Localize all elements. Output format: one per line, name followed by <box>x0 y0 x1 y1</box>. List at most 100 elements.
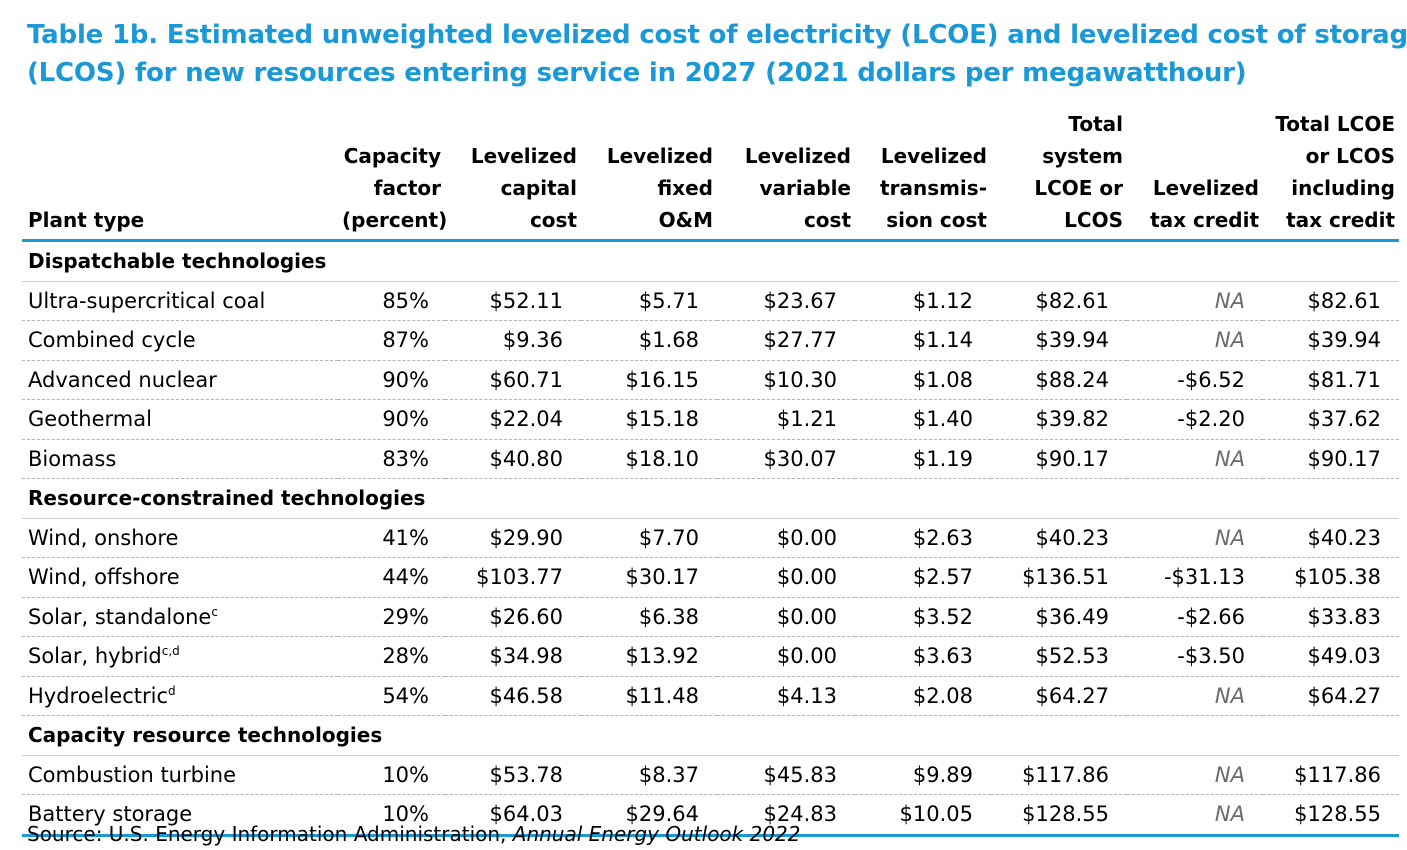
plant-type-name: Wind, offshore <box>28 565 180 590</box>
value-cell: 44% <box>338 557 445 598</box>
source-note: Source: U.S. Energy Information Administ… <box>27 820 801 848</box>
value-cell: $22.04 <box>445 399 581 440</box>
source-prefix: Source: U.S. Energy Information Administ… <box>27 822 513 846</box>
value-cell: $82.61 <box>991 281 1127 321</box>
table-row: Combined cycle 87% $9.36 $1.68 $27.77 $1.14 $3… <box>22 320 1399 361</box>
column-header-line: tax credit <box>1150 208 1259 232</box>
group-label: Resource-constrained technologies <box>22 478 1399 519</box>
plant-type-cell: Battery storage <box>22 794 338 837</box>
value-cell: $1.40 <box>855 399 991 440</box>
table-title-line-2: (LCOS) for new resources entering servic… <box>27 58 1247 88</box>
plant-type-name: Ultra-supercritical coal <box>28 288 266 313</box>
value-cell: $39.94 <box>991 320 1127 361</box>
value-cell: $40.23 <box>991 518 1127 558</box>
column-header-line: cost <box>803 208 851 232</box>
group-header-row: Resource-constrained technologies <box>22 478 1399 519</box>
value-cell: $9.36 <box>445 320 581 361</box>
value-cell: $40.23 <box>1263 518 1399 558</box>
table-row: Advanced nuclear 90% $60.71 $16.15 $10.30 $1.… <box>22 360 1399 400</box>
value-cell: $3.52 <box>855 597 991 637</box>
value-cell: NA <box>1127 676 1263 716</box>
value-cell: $2.63 <box>855 518 991 558</box>
value-cell: -$31.13 <box>1127 557 1263 598</box>
value-cell: $2.08 <box>855 676 991 716</box>
plant-type-name: Combined cycle <box>28 328 196 353</box>
value-cell: $13.92 <box>581 636 717 677</box>
column-header-line: or LCOS <box>1305 144 1395 168</box>
value-cell: $5.71 <box>581 281 717 321</box>
plant-type-cell: Geothermal <box>22 399 338 440</box>
column-header: Levelized capital cost <box>445 108 581 242</box>
value-cell: 10% <box>338 794 445 837</box>
value-cell: $4.13 <box>717 676 855 716</box>
value-cell: NA <box>1127 281 1263 321</box>
value-cell: $128.55 <box>991 794 1127 837</box>
plant-type-name: Hydroelectric <box>28 683 169 708</box>
footnote-marker: c <box>211 604 218 619</box>
column-header-line: O&M <box>658 208 713 232</box>
value-cell: $18.10 <box>581 439 717 479</box>
value-cell: $24.83 <box>717 794 855 837</box>
column-header-line: Plant type <box>28 208 145 232</box>
value-cell: $53.78 <box>445 755 581 795</box>
value-cell: $15.18 <box>581 399 717 440</box>
group-header-row: Capacity resource technologies <box>22 715 1399 756</box>
column-header-line: LCOE or <box>1034 176 1123 200</box>
group-label: Capacity resource technologies <box>22 715 1399 756</box>
column-header: Levelized fixed O&M <box>581 108 717 242</box>
source-publication: Annual Energy Outlook 2022 <box>512 822 801 846</box>
value-cell: $0.00 <box>717 518 855 558</box>
value-cell: NA <box>1127 755 1263 795</box>
value-cell: $88.24 <box>991 360 1127 400</box>
column-header-line: Levelized <box>606 144 713 168</box>
value-cell: $30.07 <box>717 439 855 479</box>
table-row: Biomass 83% $40.80 $18.10 $30.07 $1.19 $90.17 N… <box>22 439 1399 479</box>
table-header-row: Plant type Capacity factor (percent) Leveliz… <box>22 108 1399 242</box>
table-row: Solar, standalonec 29% $26.60 $6.38 $0.00 $3.… <box>22 597 1399 637</box>
value-cell: $27.77 <box>717 320 855 361</box>
value-cell: $82.61 <box>1263 281 1399 321</box>
value-cell: $8.37 <box>581 755 717 795</box>
column-header-line: Total LCOE <box>1275 112 1395 136</box>
table-row: Wind, offshore 44% $103.77 $30.17 $0.00 $2.57… <box>22 557 1399 598</box>
value-cell: 83% <box>338 439 445 479</box>
value-cell: $36.49 <box>991 597 1127 637</box>
value-cell: 90% <box>338 360 445 400</box>
value-cell: $103.77 <box>445 557 581 598</box>
column-header-line: tax credit <box>1286 208 1395 232</box>
column-header: Levelized transmis-sion cost <box>855 108 991 242</box>
value-cell: $3.63 <box>855 636 991 677</box>
group-header-row: Dispatchable technologies <box>22 240 1399 282</box>
table-row: Geothermal 90% $22.04 $15.18 $1.21 $1.40 $39.8… <box>22 399 1399 440</box>
column-header-line: Levelized <box>1152 176 1259 200</box>
value-cell: $10.30 <box>717 360 855 400</box>
plant-type-name: Battery storage <box>28 802 193 827</box>
table-row: Hydroelectricd 54% $46.58 $11.48 $4.13 $2.08 $… <box>22 676 1399 716</box>
value-cell: $60.71 <box>445 360 581 400</box>
value-cell: $39.82 <box>991 399 1127 440</box>
value-cell: $34.98 <box>445 636 581 677</box>
value-cell: $23.67 <box>717 281 855 321</box>
value-cell: $1.19 <box>855 439 991 479</box>
column-header: Levelized variable cost <box>717 108 855 242</box>
value-cell: $2.57 <box>855 557 991 598</box>
value-cell: $11.48 <box>581 676 717 716</box>
value-cell: $136.51 <box>991 557 1127 598</box>
value-cell: $39.94 <box>1263 320 1399 361</box>
table-row: Wind, onshore 41% $29.90 $7.70 $0.00 $2.63 $40… <box>22 518 1399 558</box>
value-cell: $81.71 <box>1263 360 1399 400</box>
lcoe-table: Plant type Capacity factor (percent) Leveliz… <box>22 108 1399 837</box>
value-cell: $29.64 <box>581 794 717 837</box>
footnote-marker: c,d <box>161 644 180 659</box>
plant-type-cell: Wind, offshore <box>22 557 338 598</box>
value-cell: NA <box>1127 320 1263 361</box>
value-cell: NA <box>1127 518 1263 558</box>
value-cell: $45.83 <box>717 755 855 795</box>
column-header-line: sion cost <box>886 208 987 232</box>
value-cell: 29% <box>338 597 445 637</box>
column-header-line: cost <box>529 208 577 232</box>
column-header-line: capital <box>500 176 577 200</box>
value-cell: $0.00 <box>717 597 855 637</box>
column-header-line: variable <box>759 176 851 200</box>
plant-type-cell: Solar, hybridc,d <box>22 636 338 677</box>
